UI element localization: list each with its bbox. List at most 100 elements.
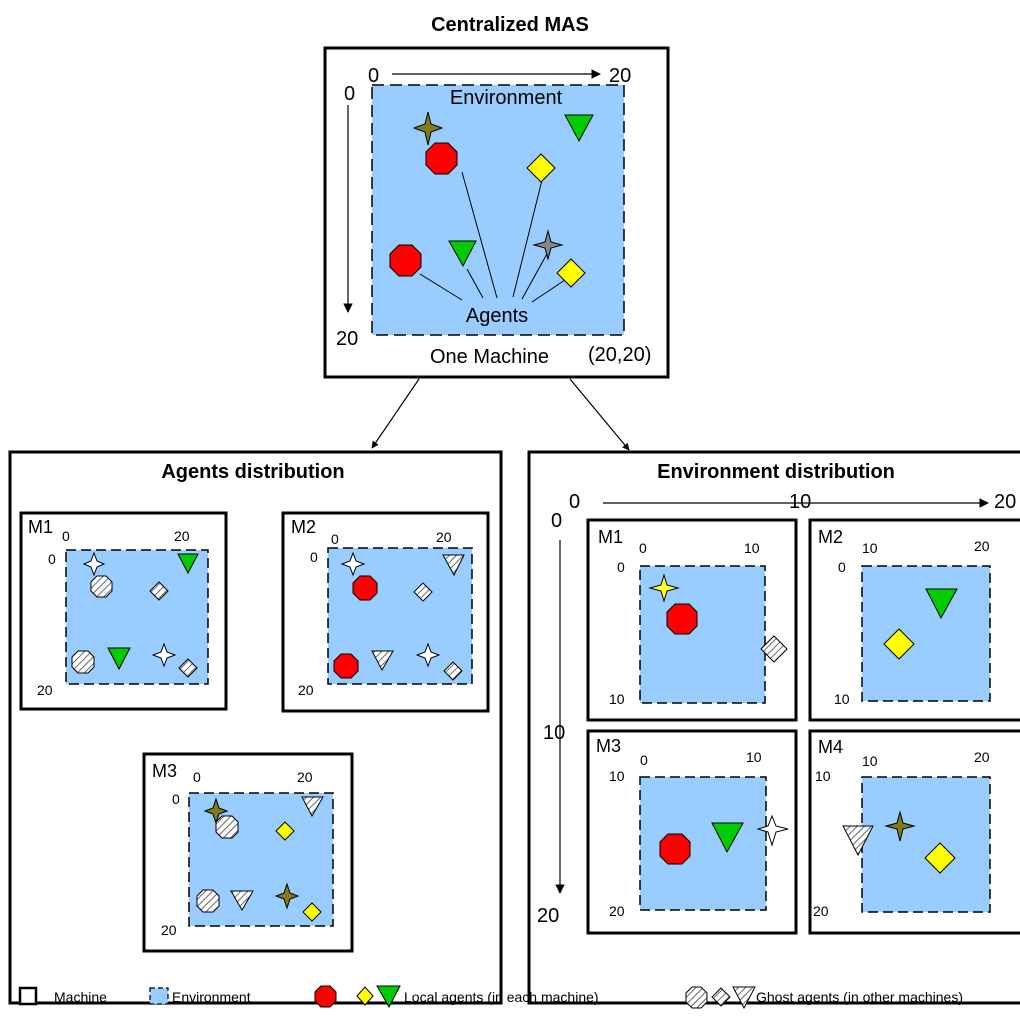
ghost-triangle-icon [842, 825, 874, 857]
ghost-star-icon [82, 551, 106, 577]
env-axis-x-20: 20 [994, 491, 1016, 513]
octagon-icon [389, 244, 422, 277]
one-machine-label: One Machine [430, 346, 549, 368]
env-axis-y-10: 10 [543, 722, 565, 744]
env-m2-name: M2 [818, 527, 843, 547]
ghost-star-icon [151, 642, 177, 668]
ghost-triangle-icon [230, 890, 254, 911]
top-axis-y-start: 0 [344, 83, 355, 105]
ghost-triangle-icon [442, 554, 465, 577]
star-icon [412, 111, 444, 146]
star-icon [648, 573, 680, 603]
triangle-icon [711, 822, 744, 854]
triangle-icon [448, 240, 477, 268]
centralized-title: Centralized MAS [431, 14, 589, 36]
top-agents-label: Agents [466, 305, 528, 327]
legend-environment-label: Environment [172, 989, 251, 1005]
env-m4-y0: 10 [815, 768, 831, 784]
env-m2-x0: 10 [862, 540, 878, 556]
agents-m1-x0: 0 [62, 528, 70, 544]
env-m2-environment [861, 565, 991, 702]
env-m4-environment [861, 776, 991, 913]
triangle-icon [925, 588, 958, 620]
triangle-icon [564, 114, 594, 143]
agents-m2-y0: 0 [310, 549, 318, 565]
env-axis-y-0: 0 [551, 510, 562, 532]
agents-m3-x0: 0 [193, 769, 201, 785]
diamond-icon [526, 153, 556, 183]
env-m3-y0: 10 [609, 768, 625, 784]
octagon-icon [659, 833, 691, 865]
top-axis-x-start: 0 [368, 65, 379, 87]
ghost-diamond-icon [443, 661, 463, 681]
env-m1-name: M1 [598, 527, 623, 547]
ghost-diamond-icon [149, 581, 169, 601]
diamond-icon [275, 821, 295, 841]
legend-octagon-icon [314, 985, 337, 1008]
legend-local-label: Local agents (in each machine) [404, 989, 599, 1005]
legend: Machine Environment Local agents (in eac… [18, 985, 963, 1010]
ghost-octagon-icon [90, 575, 113, 598]
env-m4-name: M4 [818, 737, 843, 757]
agent-pointer-lines [419, 171, 566, 303]
arrow-to-agents-distribution [371, 378, 420, 449]
agents-m2-name: M2 [291, 517, 316, 537]
top-environment-label: Environment [450, 87, 563, 109]
diamond-icon [883, 628, 915, 660]
agents-m1-y0: 0 [48, 551, 56, 567]
env-m1-y0: 0 [617, 559, 625, 575]
agent-markers [71, 111, 958, 922]
ghost-octagon-icon [196, 889, 220, 913]
star-icon [532, 229, 564, 261]
env-m2-y0: 0 [838, 559, 846, 575]
env-m1-x0: 0 [639, 540, 647, 556]
top-axis-y-end: 20 [336, 328, 358, 350]
legend-ghost-triangle-icon [732, 986, 756, 1010]
legend-ghost-octagon-icon [685, 986, 708, 1009]
legend-diamond-icon [356, 986, 374, 1006]
ghost-diamond-icon [413, 582, 433, 602]
agents-m1-name: M1 [28, 517, 53, 537]
agents-m3-name: M3 [152, 761, 177, 781]
octagon-icon [425, 142, 458, 175]
ghost-star-icon [415, 642, 441, 668]
ghost-star-icon [756, 814, 789, 847]
legend-ghost-label: Ghost agents (in other machines) [756, 989, 963, 1005]
env-m1-x1: 10 [744, 540, 760, 556]
agents-m3-y0: 0 [172, 791, 180, 807]
legend-machine-swatch [18, 986, 38, 1006]
agents-m3-x1: 20 [297, 769, 313, 785]
agents-m2-y1: 20 [298, 682, 314, 698]
legend-machine-label: Machine [54, 989, 107, 1005]
octagon-icon [352, 575, 378, 601]
env-axis-y-20: 20 [537, 905, 559, 927]
env-m3-x0: 0 [640, 752, 648, 768]
env-m4-y1: 20 [813, 903, 829, 919]
ghost-star-icon [340, 551, 366, 577]
env-m1-y1: 10 [609, 691, 625, 707]
env-m3-y1: 20 [609, 903, 625, 919]
octagon-icon [333, 653, 359, 679]
env-m4-x1: 20 [974, 749, 990, 765]
env-m3-environment [639, 776, 767, 911]
environment-distribution-title: Environment distribution [657, 461, 895, 483]
env-m4-x0: 10 [862, 753, 878, 769]
octagon-icon [666, 603, 698, 635]
legend-environment-swatch [149, 987, 169, 1005]
diamond-icon [924, 842, 956, 874]
env-m2-x1: 20 [974, 538, 990, 554]
ghost-diamond-icon [760, 635, 788, 663]
env-m2-y1: 10 [834, 691, 850, 707]
ghost-triangle-icon [301, 796, 324, 818]
diamond-icon [302, 902, 322, 922]
agents-m1-y1: 20 [37, 682, 53, 698]
env-m3-x1: 10 [746, 749, 762, 765]
corner-coordinate-label: (20,20) [588, 344, 651, 366]
env-axis-x-0: 0 [569, 491, 580, 513]
diamond-icon [556, 258, 586, 288]
env-m3-name: M3 [596, 736, 621, 756]
ghost-octagon-icon [71, 650, 95, 674]
agents-m3-y1: 20 [161, 922, 177, 938]
ghost-octagon-icon [215, 815, 239, 839]
